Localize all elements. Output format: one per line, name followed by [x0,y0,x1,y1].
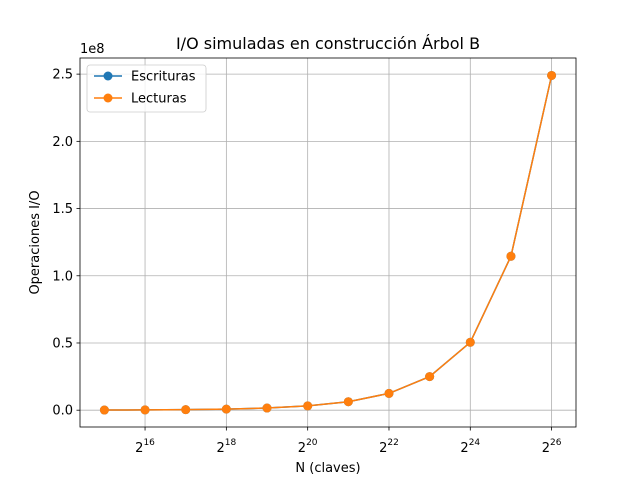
data-point-lecturas [465,337,475,347]
y-tick-label: 1.5 [52,202,73,217]
x-tick-label: 220 [298,438,318,456]
x-tick-exponent: 16 [143,438,155,448]
series-group [99,70,557,415]
x-tick-base: 2 [379,441,387,456]
x-tick-exponent: 26 [550,438,562,448]
legend-marker-lecturas [103,93,113,103]
x-tick-base: 2 [542,441,550,456]
data-point-lecturas [343,397,353,407]
y-offset-label: 1e8 [80,42,105,57]
y-tick-label: 2.0 [52,135,73,150]
legend-marker-escrituras [103,71,113,81]
data-point-lecturas [221,404,231,414]
data-point-lecturas [262,403,272,413]
data-point-lecturas [547,70,557,80]
x-tick-base: 2 [460,441,468,456]
y-tick-label: 0.0 [52,404,73,419]
x-tick-exponent: 20 [306,438,318,448]
y-axis-label: Operaciones I/O [28,190,43,294]
legend: Escrituras Lecturas [86,64,207,113]
data-point-lecturas [506,251,516,261]
x-tick-label: 216 [135,438,155,456]
data-point-lecturas [425,372,435,382]
x-tick-label: 226 [542,438,562,456]
x-tick-base: 2 [216,441,224,456]
x-tick-label: 218 [216,438,236,456]
x-tick-label: 222 [379,438,399,456]
data-point-lecturas [140,405,150,415]
chart-title: I/O simuladas en construcción Árbol B [176,34,480,53]
legend-label-escrituras: Escrituras [131,70,196,85]
x-tick-exponent: 22 [387,438,398,448]
x-tick-base: 2 [135,441,143,456]
legend-label-lecturas: Lecturas [131,92,187,107]
x-tick-label: 224 [460,438,480,456]
x-axis-label: N (claves) [295,461,360,476]
series-line-lecturas [104,75,553,411]
y-tick-label: 1.0 [52,269,73,284]
data-point-lecturas [303,401,313,411]
grid [80,58,576,427]
data-point-lecturas [384,388,394,398]
y-tick-label: 2.5 [52,68,73,83]
x-tick-exponent: 24 [469,438,481,448]
series-lecturas [99,70,557,415]
y-tick-label: 0.5 [52,336,73,351]
x-tick-exponent: 18 [225,438,237,448]
axes-frame [79,57,577,428]
data-point-lecturas [99,405,109,415]
data-point-lecturas [181,405,191,415]
x-tick-base: 2 [298,441,306,456]
